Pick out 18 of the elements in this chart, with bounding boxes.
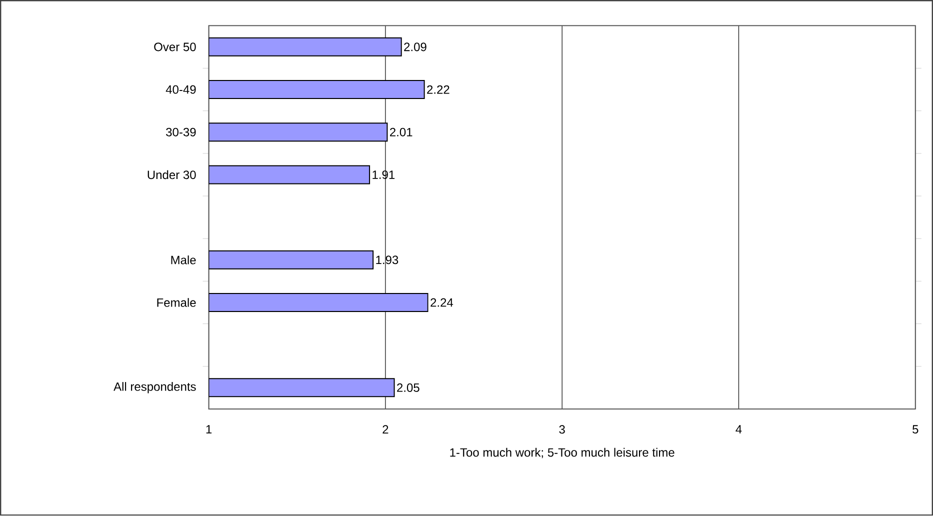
y-tick-label: Male [171,256,196,264]
x-tick-label: 5 [912,425,918,434]
data-label: 2.09 [404,42,426,52]
x-tick-label: 1 [206,425,212,434]
x-axis-title: 1-Too much work; 5-Too much leisure time [450,448,674,458]
y-tick-label: Female [157,298,196,308]
y-tick-label: Under 30 [148,170,196,180]
y-tick-label: 40-49 [166,85,196,94]
x-tick-label: 3 [559,425,565,434]
data-label: 2.01 [390,128,412,137]
x-tick-label: 4 [736,425,742,434]
y-tick-label: 30-39 [166,128,196,137]
y-tick-label: All respondents [114,382,196,394]
y-tick-label: Over 50 [154,42,196,52]
data-label: 2.05 [397,384,420,392]
x-tick-label: 2 [382,425,388,434]
data-label: 2.22 [427,86,450,94]
data-label: 2.24 [430,298,454,307]
